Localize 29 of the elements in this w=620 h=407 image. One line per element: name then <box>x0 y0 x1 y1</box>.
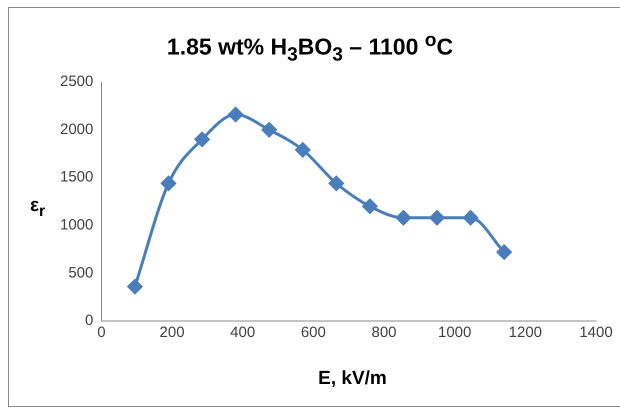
point <box>496 244 512 260</box>
y-tick-label: 0 <box>85 312 94 330</box>
point <box>262 122 277 138</box>
x-tick-label: 1400 <box>579 324 613 342</box>
y-tick-label: 2500 <box>60 73 94 90</box>
point <box>295 142 310 158</box>
y-tick-label: 1000 <box>60 216 94 234</box>
x-tick-label: 800 <box>372 324 397 342</box>
point <box>228 107 244 122</box>
y-tick-label: 500 <box>68 264 94 282</box>
point <box>194 132 210 147</box>
chart-title: 1.85 wt% H$_{3}$BO$_{3}$ – 1100 $^{o}$C <box>166 30 454 66</box>
y-tick-label: 2000 <box>60 120 94 138</box>
point <box>463 210 478 226</box>
point <box>430 210 445 226</box>
point <box>362 198 378 214</box>
x-axis-title: E, kV/m <box>317 368 388 390</box>
point <box>127 279 142 294</box>
point <box>161 176 176 191</box>
x-tick-label: 400 <box>230 324 256 342</box>
x-tick-label: 600 <box>300 324 326 342</box>
x-tick-label: 1200 <box>508 324 542 342</box>
y-tick-label: 1500 <box>60 168 94 186</box>
point <box>328 176 344 191</box>
point <box>396 210 411 226</box>
y-axis-title: ε$_{r}$ <box>30 195 46 221</box>
x-tick-label: 1000 <box>438 324 472 342</box>
x-tick-label: 200 <box>160 324 185 342</box>
x-tick-label: 0 <box>97 324 106 342</box>
